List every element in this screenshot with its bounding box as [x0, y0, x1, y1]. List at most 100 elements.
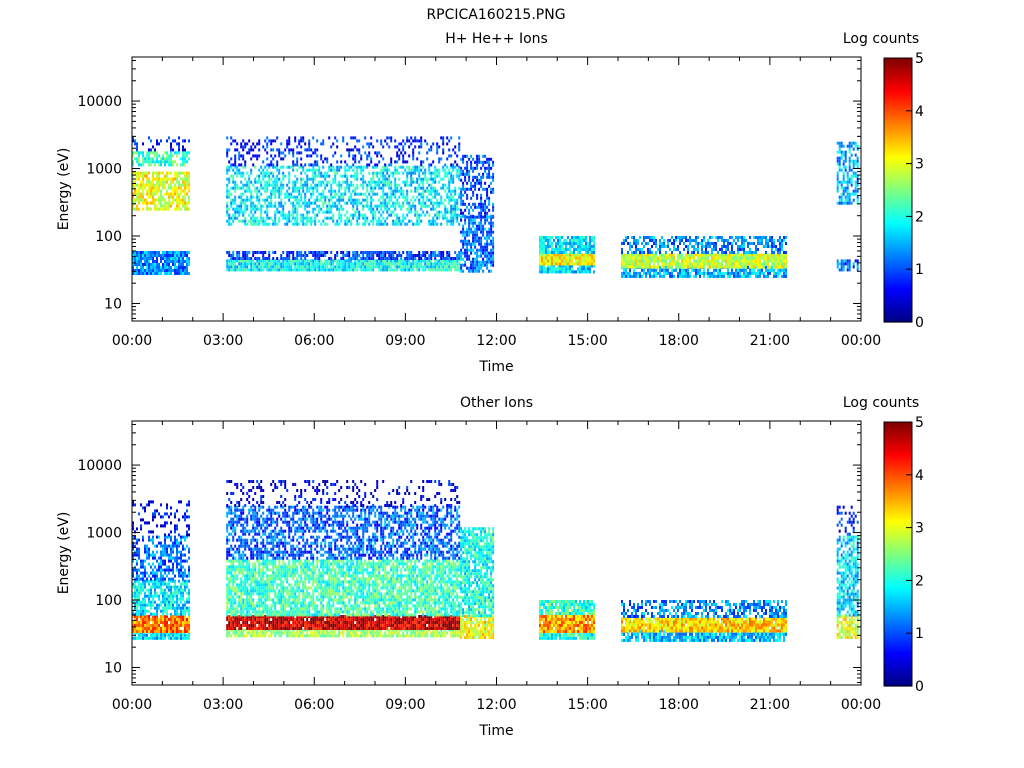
heatmap-cell: [763, 245, 765, 248]
heatmap-cell: [759, 275, 761, 278]
heatmap-cell: [144, 269, 146, 272]
heatmap-cell: [178, 148, 180, 151]
heatmap-cell: [170, 266, 172, 269]
heatmap-cell: [541, 239, 543, 242]
heatmap-cell: [454, 190, 456, 193]
heatmap-cell: [438, 251, 440, 254]
heatmap-cell: [398, 157, 400, 160]
heatmap-cell: [779, 245, 781, 248]
heatmap-cell: [737, 245, 739, 248]
heatmap-cell: [292, 190, 294, 193]
heatmap-cell: [358, 139, 360, 142]
heatmap-cell: [843, 190, 845, 193]
heatmap-cell: [358, 160, 360, 163]
heatmap-cell: [705, 257, 707, 260]
heatmap-cell: [839, 166, 841, 169]
heatmap-cell: [352, 184, 354, 187]
heatmap-cell: [623, 266, 625, 269]
heatmap-cell: [376, 208, 378, 211]
heatmap-cell: [458, 172, 460, 175]
heatmap-cell: [460, 179, 462, 182]
heatmap-cell: [400, 205, 402, 208]
heatmap-cell: [158, 196, 160, 199]
heatmap-cell: [424, 251, 426, 254]
heatmap-cell: [166, 160, 168, 163]
heatmap-cell: [394, 181, 396, 184]
heatmap-cell: [136, 190, 138, 193]
heatmap-cell: [318, 181, 320, 184]
heatmap-cell: [352, 251, 354, 254]
heatmap-cell: [362, 199, 364, 202]
heatmap-cell: [585, 267, 587, 270]
heatmap-cell: [158, 208, 160, 211]
heatmap-cell: [390, 193, 392, 196]
heatmap-cell: [356, 169, 358, 172]
heatmap-cell: [304, 205, 306, 208]
heatmap-cell: [717, 275, 719, 278]
heatmap-cell: [234, 262, 236, 265]
heatmap-cell: [396, 220, 398, 223]
heatmap-cell: [390, 265, 392, 268]
heatmap-cell: [340, 205, 342, 208]
heatmap-cell: [186, 193, 188, 196]
heatmap-cell: [380, 251, 382, 254]
heatmap-cell: [328, 217, 330, 220]
heatmap-cell: [414, 190, 416, 193]
heatmap-cell: [408, 220, 410, 223]
heatmap-cell: [240, 257, 242, 260]
heatmap-cell: [404, 169, 406, 172]
heatmap-cell: [777, 251, 779, 254]
heatmap-cell: [683, 236, 685, 239]
heatmap-cell: [470, 261, 472, 264]
heatmap-cell: [649, 266, 651, 269]
heatmap-cell: [356, 220, 358, 223]
heatmap-cell: [370, 178, 372, 181]
heatmap-cell: [334, 254, 336, 257]
heatmap-cell: [709, 245, 711, 248]
heatmap-cell: [166, 190, 168, 193]
heatmap-cell: [408, 166, 410, 169]
heatmap-cell: [579, 245, 581, 248]
heatmap-cell: [278, 211, 280, 214]
heatmap-cell: [260, 211, 262, 214]
heatmap-cell: [741, 263, 743, 266]
heatmap-cell: [749, 248, 751, 251]
heatmap-cell: [468, 234, 470, 237]
heatmap-cell: [428, 199, 430, 202]
heatmap-cell: [416, 220, 418, 223]
heatmap-cell: [164, 151, 166, 154]
heatmap-cell: [256, 257, 258, 260]
heatmap-cell: [454, 217, 456, 220]
heatmap-cell: [843, 178, 845, 181]
heatmap-cell: [312, 169, 314, 172]
heatmap-cell: [166, 208, 168, 211]
heatmap-cell: [264, 172, 266, 175]
heatmap-cell: [661, 260, 663, 263]
heatmap-cell: [324, 254, 326, 257]
heatmap-cell: [370, 257, 372, 260]
heatmap-cell: [488, 170, 490, 173]
heatmap-cell: [242, 154, 244, 157]
heatmap-cell: [322, 268, 324, 271]
heatmap-cell: [234, 184, 236, 187]
heatmap-cell: [430, 145, 432, 148]
heatmap-cell: [266, 187, 268, 190]
heatmap-cell: [382, 251, 384, 254]
heatmap-cell: [637, 260, 639, 263]
heatmap-cell: [767, 245, 769, 248]
heatmap-cell: [362, 178, 364, 181]
heatmap-cell: [338, 169, 340, 172]
heatmap-cell: [438, 172, 440, 175]
heatmap-cell: [422, 205, 424, 208]
heatmap-cell: [442, 187, 444, 190]
heatmap-cell: [577, 251, 579, 254]
heatmap-cell: [272, 257, 274, 260]
heatmap-cell: [464, 219, 466, 222]
heatmap-cell: [368, 268, 370, 271]
heatmap-cell: [232, 187, 234, 190]
heatmap-cell: [486, 243, 488, 246]
heatmap-cell: [671, 236, 673, 239]
heatmap-cell: [733, 257, 735, 260]
heatmap-cell: [354, 193, 356, 196]
heatmap-cell: [749, 272, 751, 275]
